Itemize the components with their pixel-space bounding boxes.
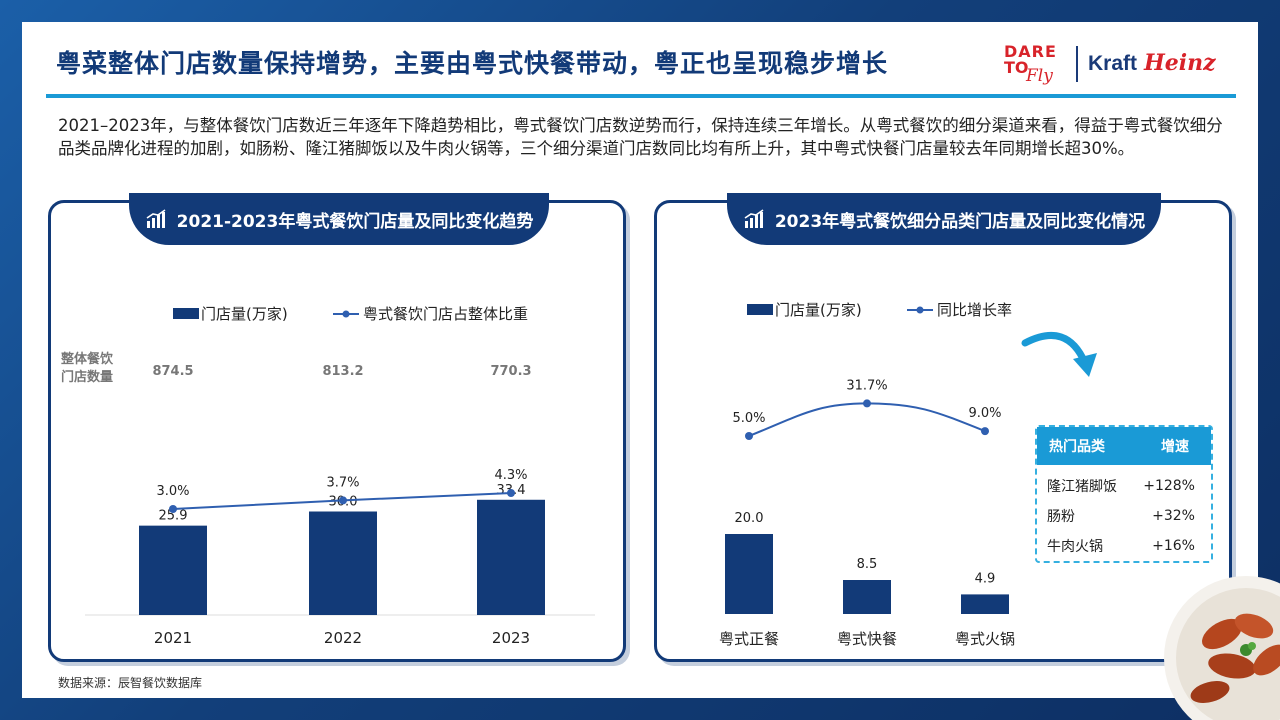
line-point <box>981 427 989 436</box>
x-tick-label: 2023 <box>492 629 530 647</box>
chart-growth-icon <box>744 209 764 228</box>
bar <box>309 511 377 615</box>
hot-row-growth: +16% <box>1152 538 1195 554</box>
logo-fly-text: Fly <box>1026 66 1053 86</box>
x-tick-label: 粤式快餐 <box>837 630 897 648</box>
logo-heinz-text: Heinz <box>1144 50 1216 76</box>
legend-line-marker <box>342 310 350 318</box>
hot-table-header-growth: 增速 <box>1161 439 1189 455</box>
line-point <box>169 505 177 513</box>
hot-row-category: 肠粉 <box>1047 509 1075 525</box>
page-title: 粤菜整体门店数量保持增势，主要由粤式快餐带动，粤正也呈现稳步增长 <box>56 49 889 78</box>
x-tick-label: 粤式正餐 <box>719 630 779 648</box>
legend-line-label: 粤式餐饮门店占整体比重 <box>363 305 528 323</box>
legend-bar-swatch <box>747 304 773 315</box>
arrow-head-icon <box>1073 353 1097 377</box>
left-chart-title: 2021-2023年粤式餐饮门店量及同比变化趋势 <box>176 211 534 232</box>
left-chart-panel: 2021-2023年粤式餐饮门店量及同比变化趋势 门店量(万家) 粤式餐饮门店占整… <box>48 193 626 662</box>
hot-category-table: 热门品类 增速 隆江猪脚饭 +128% 肠粉 +32% 牛肉火锅 +16% <box>1035 425 1213 563</box>
table-row: 肠粉 +32% <box>1037 501 1211 531</box>
hot-table-header-category: 热门品类 <box>1049 439 1105 455</box>
hot-row-category: 隆江猪脚饭 <box>1047 479 1117 495</box>
hot-row-growth: +128% <box>1143 478 1195 494</box>
data-source-note: 数据来源：辰智餐饮数据库 <box>58 676 203 690</box>
logo-dare-text: DARE <box>1004 42 1057 61</box>
right-chart-panel: 2023年粤式餐饮细分品类门店量及同比变化情况 门店量(万家) 同比增长率 20.0… <box>654 193 1232 662</box>
x-tick-label: 2021 <box>154 629 192 647</box>
chart-growth-icon <box>146 209 166 228</box>
line-data-label: 9.0% <box>968 406 1001 421</box>
line-data-label: 3.7% <box>326 475 359 490</box>
bar-data-label: 25.9 <box>159 509 188 524</box>
extra-row-value: 813.2 <box>322 364 363 379</box>
intro-paragraph: 2021–2023年，与整体餐饮门店数近三年逐年下降趋势相比，粤式餐饮门店数逆势… <box>58 116 1223 158</box>
legend-bar-label: 门店量(万家) <box>201 305 288 323</box>
right-chart-title: 2023年粤式餐饮细分品类门店量及同比变化情况 <box>774 211 1146 232</box>
line-data-label: 3.0% <box>156 484 189 499</box>
hot-table-header: 热门品类 增速 <box>1037 427 1211 465</box>
bar <box>477 499 545 615</box>
logo-divider <box>1076 46 1078 82</box>
chicken-wings-photo <box>1164 576 1280 720</box>
extra-row-label: 门店数量 <box>61 369 113 385</box>
series-line <box>748 402 986 437</box>
legend-line-marker <box>916 306 924 314</box>
extra-row-value: 770.3 <box>490 364 531 379</box>
legend-bar-swatch <box>173 308 199 319</box>
x-tick-label: 2022 <box>324 629 362 647</box>
hot-row-growth: +32% <box>1152 508 1195 524</box>
bar-data-label: 20.0 <box>735 511 764 526</box>
legend-line-label: 同比增长率 <box>937 301 1012 319</box>
hot-row-category: 牛肉火锅 <box>1047 539 1103 555</box>
bar <box>843 580 891 614</box>
logo-to-text: TO <box>1004 58 1029 77</box>
left-chart-header: 2021-2023年粤式餐饮门店量及同比变化趋势 <box>129 193 549 245</box>
bar <box>725 534 773 614</box>
line-data-label: 5.0% <box>732 411 765 426</box>
title-divider <box>46 94 1236 98</box>
line-data-label: 31.7% <box>846 378 887 393</box>
bar <box>961 594 1009 614</box>
line-point <box>507 489 515 498</box>
right-chart-header: 2023年粤式餐饮细分品类门店量及同比变化情况 <box>727 193 1161 245</box>
bar-data-label: 8.5 <box>857 557 878 572</box>
line-point <box>339 496 347 505</box>
arrow-icon <box>1021 332 1089 367</box>
bar <box>139 525 207 615</box>
extra-row-label: 整体餐饮 <box>60 351 114 367</box>
extra-row-value: 874.5 <box>152 364 193 379</box>
x-tick-label: 粤式火锅 <box>955 630 1015 648</box>
brand-logo: DARE TO Fly Kraft Heinz <box>1002 44 1242 88</box>
right-chart: 门店量(万家) 同比增长率 20.0 粤式正餐 8.5 粤式快餐 4.9 粤式火锅 5.0% 31… <box>719 301 1097 648</box>
slide: 粤菜整体门店数量保持增势，主要由粤式快餐带动，粤正也呈现稳步增长 DARE TO… <box>22 22 1258 698</box>
line-point <box>863 399 871 408</box>
table-row: 隆江猪脚饭 +128% <box>1037 471 1211 501</box>
line-data-label: 4.3% <box>494 468 527 483</box>
table-row: 牛肉火锅 +16% <box>1037 531 1211 561</box>
line-point <box>745 432 753 440</box>
bar-data-label: 4.9 <box>975 571 996 586</box>
legend-bar-label: 门店量(万家) <box>775 301 862 319</box>
logo-kraft-text: Kraft <box>1088 52 1138 75</box>
